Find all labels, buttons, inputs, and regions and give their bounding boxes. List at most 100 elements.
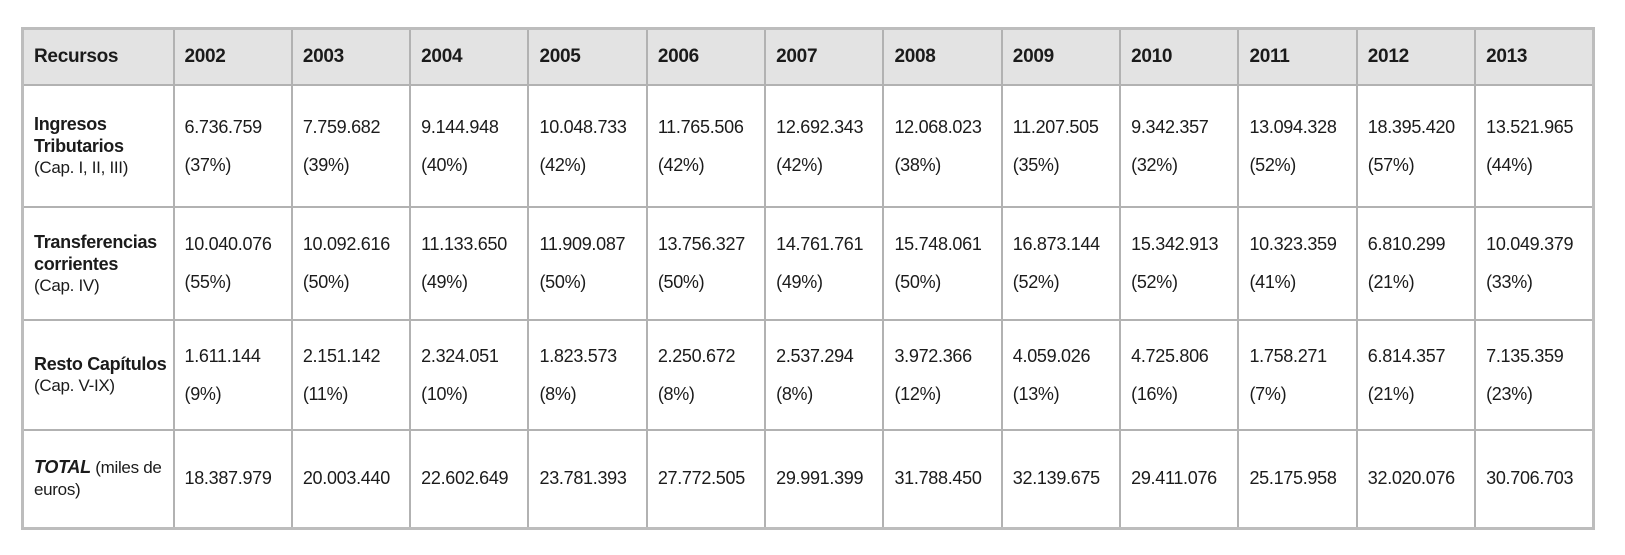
column-header-2011: 2011 <box>1237 27 1358 86</box>
cell-percentage: (52%) <box>1131 272 1178 292</box>
cell-2003-row3: 2.151.142 (11%) <box>290 319 412 431</box>
cell-value: 32.020.076 <box>1367 468 1455 489</box>
cell-2013-row3: 7.135.359 (23%) <box>1474 319 1595 431</box>
cell-percentage: (33%) <box>1486 272 1533 292</box>
cell-value: 10.049.379 <box>1486 234 1574 254</box>
cell-percentage: (50%) <box>657 272 705 292</box>
cell-value: 20.003.440 <box>302 468 390 489</box>
cell-2006-row1: 11.765.506 (42%) <box>645 84 767 208</box>
cell-value: 22.602.649 <box>421 468 509 489</box>
cell-percentage: (49%) <box>776 272 823 292</box>
cell-value: 13.094.328 <box>1249 116 1337 137</box>
cell-value: 1.823.573 <box>539 345 617 366</box>
cell-percentage: (57%) <box>1367 154 1415 175</box>
row-label-text: corrientes <box>34 253 119 274</box>
cell-value: 29.991.399 <box>776 468 864 489</box>
cell-2005-row4: 23.781.393 <box>527 429 648 529</box>
cell-percentage: (42%) <box>657 154 705 175</box>
cell-value: 9.144.948 <box>421 116 499 137</box>
column-header-2009: 2009 <box>1000 27 1122 86</box>
cell-value: 31.788.450 <box>894 468 982 489</box>
cell-percentage: (44%) <box>1486 154 1533 175</box>
cell-value: 10.092.616 <box>302 234 390 254</box>
cell-2003-row1: 7.759.682 (39%) <box>290 84 412 208</box>
cell-percentage: (8%) <box>539 383 577 404</box>
cell-percentage: (21%) <box>1367 383 1415 404</box>
column-header-recursos: Recursos <box>21 27 175 86</box>
cell-2011-row2: 10.323.359 (41%) <box>1237 206 1358 321</box>
cell-value: 2.151.142 <box>302 345 381 366</box>
cell-2010-row3: 4.725.806 (16%) <box>1119 319 1240 431</box>
cell-value: 18.395.420 <box>1367 116 1455 137</box>
cell-value: 18.387.979 <box>184 468 272 489</box>
total-label: TOTAL <box>34 457 91 478</box>
cell-percentage: (40%) <box>421 154 468 175</box>
cell-value: 25.175.958 <box>1249 468 1337 489</box>
cell-percentage: (12%) <box>894 383 941 404</box>
cell-value: 13.756.327 <box>657 234 745 254</box>
cell-percentage: (42%) <box>539 154 586 175</box>
cell-percentage: (38%) <box>894 154 941 175</box>
total-label-note: (miles de euros) <box>34 458 162 500</box>
cell-value: 29.411.076 <box>1131 468 1217 489</box>
column-header-2013: 2013 <box>1474 27 1595 86</box>
cell-percentage: (50%) <box>302 272 350 292</box>
cell-value: 10.040.076 <box>184 234 272 254</box>
column-header-2004: 2004 <box>409 27 530 86</box>
row-label-note: (Cap. V-IX) <box>34 376 115 395</box>
cell-value: 2.537.294 <box>776 345 854 366</box>
cell-2007-row2: 14.761.761 (49%) <box>764 206 885 321</box>
cell-2011-row4: 25.175.958 <box>1237 429 1358 529</box>
cell-2006-row3: 2.250.672 (8%) <box>645 319 767 431</box>
cell-2008-row2: 15.748.061 (50%) <box>882 206 1003 321</box>
cell-2011-row1: 13.094.328 (52%) <box>1237 84 1358 208</box>
cell-value: 7.759.682 <box>302 116 381 137</box>
cell-percentage: (13%) <box>1012 383 1060 404</box>
cell-value: 1.611.144 <box>184 345 261 366</box>
cell-value: 2.324.051 <box>421 345 499 366</box>
cell-value: 11.909.087 <box>539 234 626 254</box>
cell-2006-row2: 13.756.327 (50%) <box>645 206 767 321</box>
cell-percentage: (23%) <box>1486 383 1533 404</box>
cell-2010-row2: 15.342.913 (52%) <box>1119 206 1240 321</box>
cell-2009-row1: 11.207.505 (35%) <box>1000 84 1122 208</box>
cell-percentage: (50%) <box>894 272 941 292</box>
cell-value: 4.725.806 <box>1131 345 1209 366</box>
table-row: Ingresos Tributarios (Cap. I, II, III) 6.73… <box>21 84 1595 208</box>
cell-value: 1.758.271 <box>1249 345 1327 366</box>
cell-value: 14.761.761 <box>776 234 864 254</box>
cell-2009-row4: 32.139.675 <box>1000 429 1122 529</box>
cell-value: 10.323.359 <box>1249 234 1337 254</box>
cell-2005-row2: 11.909.087 (50%) <box>527 206 648 321</box>
cell-value: 16.873.144 <box>1012 234 1100 254</box>
column-header-2012: 2012 <box>1355 27 1477 86</box>
cell-percentage: (10%) <box>421 383 468 404</box>
cell-2012-row2: 6.810.299 (21%) <box>1355 206 1477 321</box>
cell-2007-row3: 2.537.294 (8%) <box>764 319 885 431</box>
cell-2002-row4: 18.387.979 <box>172 429 293 529</box>
cell-percentage: (11%) <box>302 383 349 404</box>
cell-value: 11.765.506 <box>657 116 744 137</box>
row-label: Transferencias corrientes (Cap. IV) <box>21 206 175 321</box>
cell-2007-row1: 12.692.343 (42%) <box>764 84 885 208</box>
cell-2010-row1: 9.342.357 (32%) <box>1119 84 1240 208</box>
column-header-2008: 2008 <box>882 27 1003 86</box>
cell-percentage: (37%) <box>184 154 232 175</box>
cell-value: 23.781.393 <box>539 468 627 489</box>
cell-2004-row3: 2.324.051 (10%) <box>409 319 530 431</box>
row-label-text: Tributarios <box>34 136 124 156</box>
cell-value: 32.139.675 <box>1012 468 1100 489</box>
cell-value: 3.972.366 <box>894 345 972 366</box>
cell-2009-row2: 16.873.144 (52%) <box>1000 206 1122 321</box>
cell-2002-row3: 1.611.144 (9%) <box>172 319 293 431</box>
column-header-2003: 2003 <box>290 27 412 86</box>
cell-value: 7.135.359 <box>1486 345 1564 366</box>
cell-2004-row2: 11.133.650 (49%) <box>409 206 530 321</box>
cell-2002-row2: 10.040.076 (55%) <box>172 206 293 321</box>
cell-2005-row3: 1.823.573 (8%) <box>527 319 648 431</box>
cell-2012-row1: 18.395.420 (57%) <box>1355 84 1477 208</box>
cell-value: 15.748.061 <box>894 234 982 254</box>
cell-2003-row4: 20.003.440 <box>290 429 412 529</box>
cell-2012-row4: 32.020.076 <box>1355 429 1477 529</box>
recursos-table: Recursos 2002 2003 2004 2005 2006 2007 2008 2009… <box>21 27 1595 530</box>
